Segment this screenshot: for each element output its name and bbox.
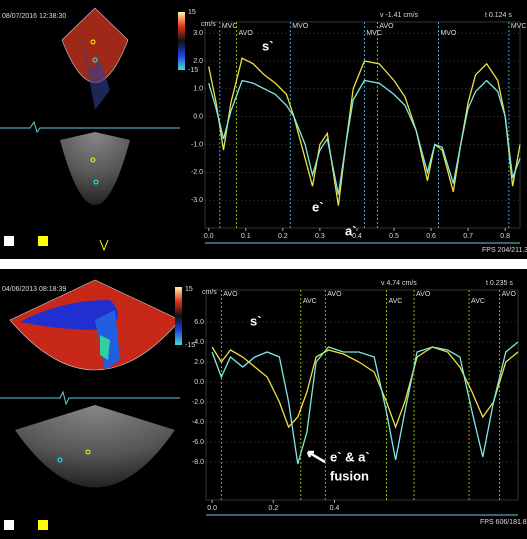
readout: v -1.41 cm/s: [380, 12, 419, 19]
icon: [38, 236, 48, 246]
x-tick-label: 0.0: [204, 233, 214, 240]
icon: [38, 520, 48, 530]
readout: t 0.124 s: [485, 12, 512, 19]
y-tick-label: 1.0: [193, 86, 203, 93]
y-unit: cm/s: [202, 289, 217, 296]
ecg-trace: [0, 120, 180, 134]
y-unit: cm/s: [201, 21, 216, 28]
x-tick-label: 0.8: [500, 233, 510, 240]
plot-frame: [205, 289, 519, 501]
y-tick-label: 3.0: [193, 30, 203, 37]
event-label: AVO: [502, 291, 517, 298]
sample-gate: [57, 457, 63, 463]
sample-gate: [93, 179, 99, 185]
charts: cm/s v -1.41 cm/s t 0.124 s FPS 204/211.3 3.…: [191, 12, 527, 526]
arrow: [306, 450, 326, 464]
icon: [4, 520, 14, 530]
doppler-region: [20, 300, 118, 330]
y-tick-label: -6.0: [192, 439, 204, 446]
sample-gate: [92, 57, 98, 63]
velocity-trace: [211, 346, 519, 429]
annotation: fusion: [330, 468, 369, 483]
event-label: AVO: [327, 291, 342, 298]
annotation: s`: [262, 38, 274, 53]
color-bar: [175, 287, 182, 345]
colorbar-label: -15: [185, 342, 195, 349]
y-tick-label: 0.0: [193, 113, 203, 120]
x-tick-label: 0.2: [278, 233, 288, 240]
x-tick-label: 0.3: [315, 233, 325, 240]
doppler-region: [100, 335, 110, 360]
colorbar-label: 15: [185, 286, 193, 293]
timestamp: 04/06/2013 08:18:39: [2, 286, 66, 293]
event-label: AVO: [416, 291, 431, 298]
x-tick-label: 0.6: [426, 233, 436, 240]
velocity-trace: [208, 79, 521, 195]
y-tick-label: -2.0: [191, 169, 203, 176]
colorbar-label: -15: [188, 67, 198, 74]
annotation: e`: [312, 199, 324, 214]
event-label: AVO: [223, 291, 238, 298]
x-tick-label: 0.0: [207, 505, 217, 512]
y-tick-label: 2.0: [193, 58, 203, 65]
sample-gate: [90, 157, 96, 163]
sample-gate: [90, 39, 96, 45]
event-label: AVC: [388, 298, 402, 305]
separator: [0, 259, 527, 269]
x-tick-label: 0.4: [330, 505, 340, 512]
footer: FPS 204/211.3: [482, 247, 527, 254]
y-tick-label: -1.0: [191, 141, 203, 148]
readout: v 4.74 cm/s: [381, 280, 417, 287]
x-tick-label: 0.5: [389, 233, 399, 240]
event-label: AVO: [379, 23, 394, 30]
color-bar: [178, 12, 185, 70]
plot-frame: [204, 21, 521, 229]
event-label: MVC: [366, 30, 382, 37]
y-tick-label: 2.0: [194, 359, 204, 366]
sample-gate: [85, 449, 91, 455]
event-label: MVO: [440, 30, 457, 37]
annotation: e` & a`: [330, 449, 370, 464]
x-tick-label: 0.7: [463, 233, 473, 240]
event-label: MVO: [292, 23, 309, 30]
y-tick-label: 6.0: [194, 319, 204, 326]
x-tick-label: 0.1: [241, 233, 251, 240]
y-tick-label: 0.0: [194, 379, 204, 386]
y-tick-label: -3.0: [191, 197, 203, 204]
event-label: MVC: [511, 23, 527, 30]
bmode-fan: [60, 132, 130, 205]
timestamp: 08/07/2016 12:38:30: [2, 13, 66, 20]
y-tick-label: -2.0: [192, 399, 204, 406]
x-tick-label: 0.2: [268, 505, 278, 512]
bmode-fan: [15, 405, 175, 488]
y-tick-label: -8.0: [192, 459, 204, 466]
velocity-trace: [208, 57, 521, 206]
readout: t 0.235 s: [486, 280, 513, 287]
footer: FPS 606/181.8: [480, 519, 527, 526]
x-tick-label: 0.4: [352, 233, 362, 240]
y-tick-label: 4.0: [194, 339, 204, 346]
event-label: MVC: [222, 23, 238, 30]
annotation: a`: [345, 223, 357, 238]
marker: [99, 239, 109, 252]
y-tick-label: -4.0: [192, 419, 204, 426]
doppler-region: [80, 30, 110, 110]
velocity-trace: [211, 341, 519, 465]
icon: [4, 236, 14, 246]
ecg-trace: [0, 390, 180, 406]
event-label: AVC: [471, 298, 485, 305]
event-label: AVO: [239, 30, 254, 37]
annotation: s`: [250, 313, 262, 328]
colorbar-label: 15: [188, 9, 196, 16]
event-label: AVC: [303, 298, 317, 305]
